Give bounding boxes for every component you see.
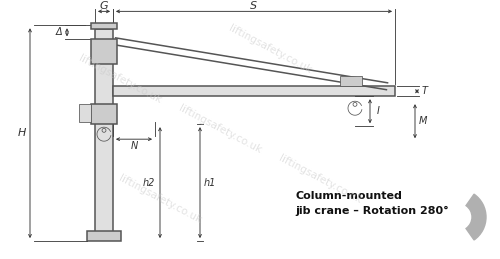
Text: liftingsafety.co.uk: liftingsafety.co.uk xyxy=(177,103,263,155)
Text: liftingsafety.co.uk: liftingsafety.co.uk xyxy=(117,173,203,225)
Wedge shape xyxy=(466,194,486,240)
Bar xyxy=(87,231,121,241)
Text: Δ: Δ xyxy=(56,27,62,37)
Bar xyxy=(95,29,113,233)
Text: Column-mounted
jib crane – Rotation 280°: Column-mounted jib crane – Rotation 280° xyxy=(295,191,449,216)
Bar xyxy=(79,104,91,122)
Text: I: I xyxy=(376,106,380,116)
Text: M: M xyxy=(419,116,427,126)
Text: liftingsafety.co.uk: liftingsafety.co.uk xyxy=(77,53,163,105)
Bar xyxy=(113,86,395,96)
Text: H: H xyxy=(18,128,26,138)
Text: S: S xyxy=(250,1,258,11)
Bar xyxy=(91,23,117,29)
Bar xyxy=(91,39,117,64)
Text: liftingsafety.co.uk: liftingsafety.co.uk xyxy=(277,153,363,205)
Text: T: T xyxy=(422,86,428,96)
Bar xyxy=(340,76,362,86)
Text: h2: h2 xyxy=(143,178,155,188)
Text: liftingsafety.co.uk: liftingsafety.co.uk xyxy=(227,23,313,75)
Bar xyxy=(91,104,117,124)
Text: N: N xyxy=(130,141,138,151)
Text: h1: h1 xyxy=(204,178,216,188)
Text: G: G xyxy=(100,1,108,11)
